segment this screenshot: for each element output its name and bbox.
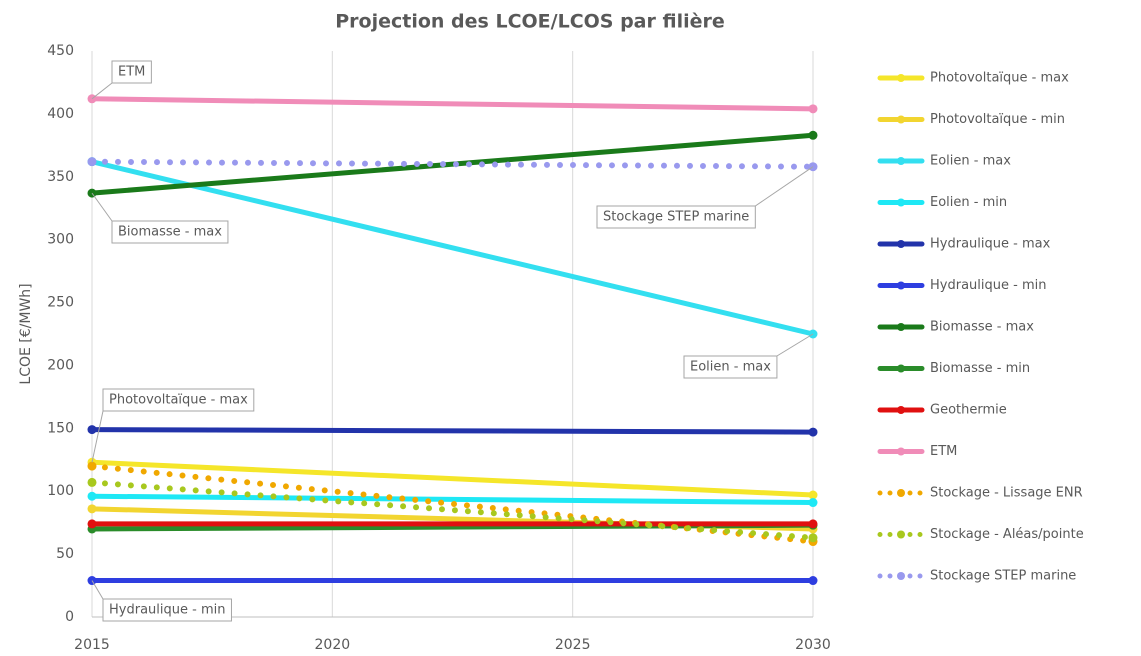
legend-label: Stockage - Aléas/pointe [930, 527, 1084, 542]
legend-label: Biomasse - min [930, 361, 1030, 376]
leader-line [755, 166, 814, 207]
point [87, 519, 97, 529]
legend-label: Stockage - Lissage ENR [930, 486, 1083, 501]
legend-marker [897, 240, 905, 248]
series-line [89, 427, 816, 435]
legend-marker [897, 530, 905, 539]
series-line [89, 159, 816, 337]
series-line [89, 459, 816, 498]
y-tick-label: 400 [47, 106, 74, 122]
x-tick-label: 2030 [795, 637, 831, 653]
point [87, 157, 97, 167]
series-line [89, 158, 816, 170]
legend-label: Eolien - max [930, 154, 1011, 169]
y-tick-label: 200 [47, 357, 74, 373]
point [808, 519, 818, 529]
point [808, 104, 818, 114]
y-tick-label: 50 [56, 546, 74, 562]
series-line [89, 479, 816, 541]
leader-line [91, 410, 104, 463]
annotation-box [683, 355, 778, 379]
y-tick-label: 250 [47, 295, 74, 311]
point [87, 425, 97, 435]
chart-title: Projection des LCOE/LCOS par filière [335, 11, 725, 33]
annotation: Hydraulique - min [109, 603, 225, 618]
legend-marker [897, 281, 905, 290]
y-tick-label: 0 [65, 609, 74, 625]
legend-marker [897, 74, 905, 82]
legend-label: Biomasse - max [930, 320, 1034, 335]
y-axis-label: LCOE [€/MWh] [18, 283, 34, 384]
series-line [89, 96, 816, 112]
y-tick-label: 450 [47, 43, 74, 59]
legend-label: Stockage STEP marine [930, 569, 1076, 584]
legend-marker [897, 447, 905, 456]
legend-label: Eolien - min [930, 195, 1007, 210]
legend-label: ETM [930, 444, 957, 459]
series-line [89, 132, 816, 196]
point [87, 491, 97, 501]
annotation-box [111, 60, 152, 84]
leader-line [91, 580, 104, 600]
legend-label: Photovoltaïque - max [930, 71, 1069, 86]
annotation: ETM [118, 65, 145, 80]
point [808, 427, 818, 437]
point [808, 533, 818, 543]
point [808, 490, 818, 500]
legend-marker [897, 323, 905, 331]
annotation: Eolien - max [690, 360, 771, 375]
y-tick-label: 150 [47, 420, 74, 436]
x-tick-label: 2025 [555, 637, 591, 653]
annotation-box [102, 598, 232, 622]
legend-marker [897, 572, 905, 580]
point [808, 130, 818, 140]
legend-marker [897, 406, 905, 414]
annotation-box [596, 205, 756, 229]
point [808, 498, 818, 508]
point [87, 477, 97, 487]
series-line [89, 463, 816, 545]
legend-marker [897, 364, 905, 373]
series-line [89, 493, 816, 506]
x-tick-label: 2020 [315, 637, 351, 653]
y-tick-label: 100 [47, 483, 74, 499]
annotation: Biomasse - max [118, 225, 222, 240]
legend-label: Geothermie [930, 403, 1007, 418]
y-tick-label: 350 [47, 169, 74, 185]
leader-line [91, 82, 113, 100]
point [808, 576, 818, 586]
annotation: Stockage STEP marine [603, 210, 749, 225]
legend-marker [897, 198, 905, 207]
point [87, 504, 97, 514]
annotation-box [111, 220, 229, 244]
legend-label: Hydraulique - max [930, 237, 1051, 252]
y-tick-label: 300 [47, 232, 74, 248]
leader-line [91, 192, 113, 222]
legend-marker [897, 157, 905, 165]
leader-line [776, 333, 814, 357]
point [87, 461, 97, 471]
x-tick-label: 2015 [74, 637, 110, 653]
annotation: Photovoltaïque - max [109, 393, 248, 408]
legend-label: Photovoltaïque - min [930, 112, 1065, 127]
legend-marker [897, 115, 905, 124]
annotation-box [102, 388, 255, 412]
legend-label: Hydraulique - min [930, 278, 1046, 293]
legend-marker [897, 489, 905, 497]
